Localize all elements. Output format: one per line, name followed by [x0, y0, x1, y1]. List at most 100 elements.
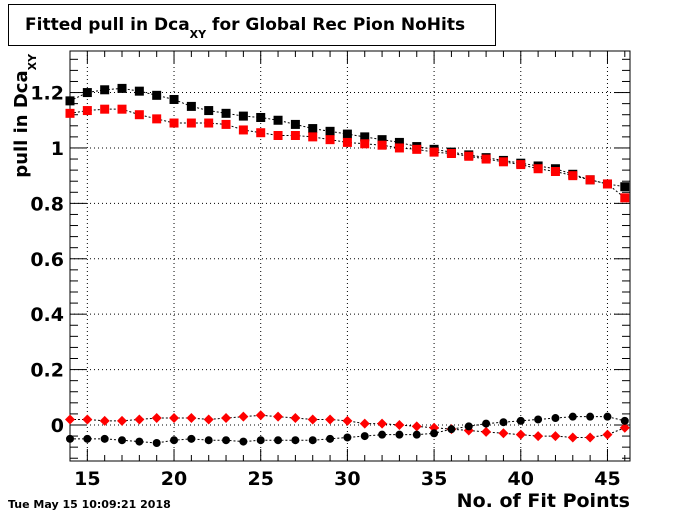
data-point — [342, 415, 353, 426]
data-point — [99, 415, 110, 426]
data-point — [152, 114, 162, 124]
data-point — [117, 104, 127, 114]
data-point — [100, 104, 110, 114]
data-point — [186, 101, 196, 111]
data-point — [169, 118, 179, 128]
data-point — [290, 130, 300, 140]
plot-frame — [69, 50, 631, 462]
data-point — [585, 175, 595, 185]
data-point — [533, 431, 544, 442]
data-point — [395, 430, 404, 439]
data-point — [135, 437, 144, 446]
data-point — [256, 112, 266, 122]
data-point — [65, 96, 75, 106]
data-point — [447, 425, 456, 434]
data-point — [204, 118, 214, 128]
data-point — [429, 147, 439, 157]
series-1 — [65, 104, 630, 203]
data-point — [134, 414, 145, 425]
x-tick-label: 40 — [508, 468, 534, 490]
data-point — [516, 416, 525, 425]
data-point — [482, 419, 491, 428]
data-point — [273, 130, 283, 140]
title-box: Fitted pull in DcaXY for Global Rec Pion… — [8, 4, 496, 46]
data-point — [221, 413, 232, 424]
data-point — [585, 432, 596, 443]
data-point — [533, 164, 543, 174]
x-tick-label: 45 — [594, 468, 620, 490]
data-point — [498, 428, 509, 439]
data-point — [464, 422, 473, 431]
data-point — [619, 422, 630, 433]
data-point — [186, 413, 197, 424]
data-point — [238, 411, 249, 422]
data-point — [221, 108, 231, 118]
data-point — [377, 135, 387, 145]
data-point — [117, 415, 128, 426]
data-point — [308, 436, 317, 445]
data-point — [256, 128, 266, 138]
data-point — [378, 430, 387, 439]
data-point — [360, 132, 370, 142]
data-point — [239, 437, 248, 446]
data-point — [551, 414, 560, 423]
data-point — [603, 412, 612, 421]
data-point — [203, 414, 214, 425]
data-point — [377, 140, 387, 150]
x-tick-label: 20 — [161, 468, 187, 490]
data-point — [222, 436, 231, 445]
data-point — [274, 436, 283, 445]
data-point — [342, 137, 352, 147]
data-point — [291, 436, 300, 445]
data-point — [515, 429, 526, 440]
grid-lines — [70, 51, 630, 461]
data-point — [446, 149, 456, 158]
y-axis-label: pull in DcaXY — [11, 53, 39, 178]
data-point — [308, 124, 318, 134]
data-point — [169, 94, 179, 104]
x-tick-label: 35 — [421, 468, 447, 490]
data-point — [567, 432, 578, 443]
data-point — [134, 110, 144, 120]
data-point — [134, 86, 144, 96]
series-line — [70, 416, 625, 444]
data-point — [204, 436, 213, 445]
data-point — [550, 167, 560, 177]
data-point — [360, 432, 369, 441]
data-point — [602, 179, 612, 189]
data-point — [170, 436, 179, 445]
data-point — [359, 418, 370, 429]
data-point — [151, 413, 162, 424]
chart-title: Fitted pull in DcaXY for Global Rec Pion… — [25, 15, 466, 42]
data-point — [118, 436, 127, 445]
axis-ticks: 15 20 25 30 35 40 45 0 0.2 0.4 0.6 0.8 1 1.2 — [30, 51, 630, 490]
y-tick-label: 0.6 — [30, 249, 64, 271]
data-point — [100, 434, 109, 443]
data-point — [481, 426, 492, 437]
data-point — [534, 415, 543, 424]
data-point — [412, 144, 422, 154]
y-tick-label: 0.4 — [30, 304, 64, 326]
x-tick-label: 25 — [247, 468, 273, 490]
data-point — [117, 83, 127, 93]
data-point — [498, 157, 508, 167]
x-axis-label: No. of Fit Points — [456, 490, 630, 512]
data-point — [516, 160, 526, 170]
data-point — [602, 429, 613, 440]
y-tick-label: 0 — [51, 415, 64, 437]
x-tick-label: 30 — [334, 468, 360, 490]
timestamp: Tue May 15 10:09:21 2018 — [8, 498, 171, 511]
data-point — [221, 119, 231, 129]
data-point — [343, 433, 352, 442]
series-2 — [65, 410, 630, 443]
series-3 — [66, 412, 629, 447]
data-point — [82, 106, 92, 116]
data-point — [290, 119, 300, 129]
data-point — [186, 118, 196, 128]
y-tick-label: 1.2 — [30, 83, 64, 105]
data-point — [100, 85, 110, 95]
data-point — [464, 151, 474, 161]
data-point — [325, 126, 335, 136]
data-point — [65, 108, 75, 118]
